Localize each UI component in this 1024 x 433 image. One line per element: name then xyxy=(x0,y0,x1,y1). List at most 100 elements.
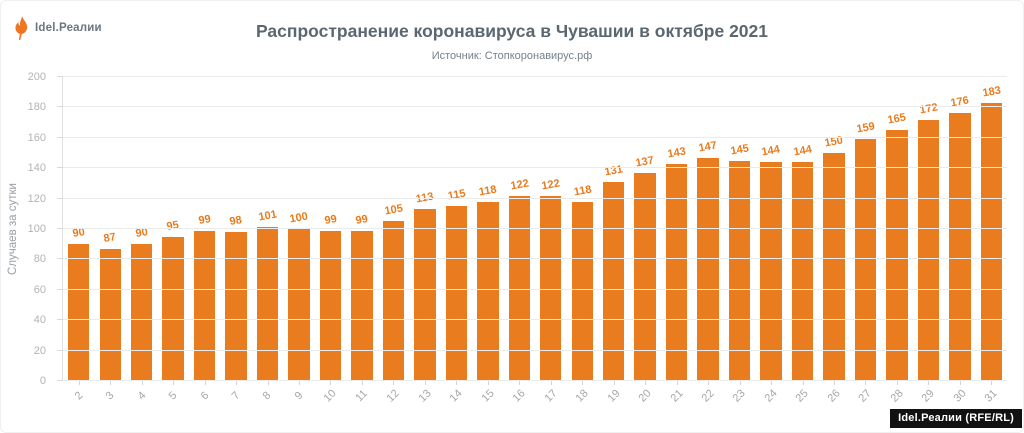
y-tick-label: 0 xyxy=(39,375,46,387)
bar-slot: 145 23 xyxy=(724,77,755,405)
x-tick-mark xyxy=(550,381,552,385)
bar-slot: 165 28 xyxy=(881,77,912,405)
x-tick-label: 9 xyxy=(292,389,306,403)
bars-container: 90 2 87 3 90 4 95 5 99 6 98 7 101 8 100 9 99 10 99 11 105 12 1… xyxy=(63,77,1007,405)
bar xyxy=(697,157,719,381)
credit-badge: Idel.Реалии (RFE/RL) xyxy=(890,409,1022,428)
bar-slot: 99 10 xyxy=(315,77,346,405)
chart-title: Распространение коронавируса в Чувашии в… xyxy=(255,21,769,41)
bar xyxy=(540,195,562,381)
bar-slot: 144 24 xyxy=(755,77,786,405)
bar xyxy=(162,236,184,381)
bar xyxy=(256,227,279,381)
y-tick-label: 40 xyxy=(33,314,46,327)
x-tick-label: 18 xyxy=(573,387,591,405)
x-tick-label: 15 xyxy=(479,387,497,405)
bar-slot: 99 11 xyxy=(346,77,377,404)
x-tick-label: 21 xyxy=(668,387,686,405)
x-tick-mark xyxy=(645,381,647,385)
x-tick-label: 10 xyxy=(321,387,340,405)
chart-source: Источник: Стопкоронавирус.рф xyxy=(431,50,593,62)
x-tick-label: 13 xyxy=(416,387,434,405)
bar-slot: 172 29 xyxy=(913,77,944,405)
logo-text: Idel.Реалии xyxy=(35,22,102,34)
bar-slot: 98 7 xyxy=(220,77,251,402)
bar xyxy=(351,230,373,381)
bar xyxy=(760,162,782,381)
x-tick-label: 27 xyxy=(856,387,875,405)
y-tick-mark xyxy=(57,319,63,321)
x-tick-mark xyxy=(519,381,521,385)
gridline xyxy=(63,167,1007,169)
x-tick-mark xyxy=(991,381,993,385)
gridline xyxy=(63,197,1007,199)
x-tick-label: 2 xyxy=(72,389,86,403)
bar-slot: 176 30 xyxy=(944,77,975,405)
x-tick-mark xyxy=(771,381,773,385)
x-tick-mark xyxy=(896,381,898,385)
bar xyxy=(382,221,405,381)
x-tick-mark xyxy=(739,381,741,385)
bar-slot: 150 26 xyxy=(818,77,849,405)
x-tick-mark xyxy=(78,381,80,385)
bar-slot: 183 31 xyxy=(976,77,1007,405)
bar-slot: 115 14 xyxy=(441,77,472,405)
y-tick-mark xyxy=(57,288,63,290)
gridline xyxy=(63,319,1007,321)
gridline xyxy=(63,136,1007,138)
y-tick-mark xyxy=(57,106,63,108)
bar-slot: 99 6 xyxy=(189,77,220,402)
x-tick-mark xyxy=(613,381,615,385)
x-tick-label: 20 xyxy=(636,387,654,405)
x-tick-mark xyxy=(676,381,678,385)
bar xyxy=(225,232,247,381)
plot-area: 90 2 87 3 90 4 95 5 99 6 98 7 101 8 100 9 99 10 99 11 105 12 1… xyxy=(57,76,1007,405)
bar xyxy=(854,139,877,381)
x-tick-mark xyxy=(361,381,363,385)
bar xyxy=(791,162,814,381)
x-tick-label: 25 xyxy=(793,387,812,405)
bar-slot: 144 25 xyxy=(787,77,818,405)
y-tick-label: 140 xyxy=(27,162,46,175)
y-tick-label: 180 xyxy=(27,101,46,114)
bar xyxy=(68,244,90,381)
x-tick-label: 11 xyxy=(353,387,371,405)
x-tick-mark xyxy=(833,381,835,385)
x-tick-mark xyxy=(236,381,238,385)
bar xyxy=(130,244,153,381)
x-tick-label: 24 xyxy=(762,387,780,405)
bar-slot: 122 17 xyxy=(535,77,566,405)
bar xyxy=(949,113,971,381)
bar-slot: 87 3 xyxy=(94,77,125,402)
y-tick-label: 80 xyxy=(33,253,46,266)
bar-slot: 113 13 xyxy=(409,77,440,405)
bar-slot: 147 22 xyxy=(692,77,723,405)
x-tick-label: 8 xyxy=(261,389,274,403)
x-tick-label: 30 xyxy=(951,387,969,405)
x-tick-label: 7 xyxy=(229,389,243,403)
y-tick-mark xyxy=(57,167,63,169)
y-tick-label: 100 xyxy=(27,223,46,235)
x-tick-mark xyxy=(708,381,710,385)
y-tick-mark xyxy=(57,349,63,351)
x-tick-label: 22 xyxy=(699,387,717,405)
bar xyxy=(445,206,468,381)
x-tick-label: 26 xyxy=(825,387,843,405)
x-tick-label: 31 xyxy=(982,387,1000,405)
gridline xyxy=(63,288,1007,290)
x-tick-mark xyxy=(141,381,143,385)
bar xyxy=(288,229,310,381)
x-tick-label: 14 xyxy=(447,387,465,405)
gridline xyxy=(63,228,1007,229)
bar xyxy=(917,119,940,381)
y-tick-mark xyxy=(57,76,63,77)
bar-slot: 159 27 xyxy=(850,77,881,405)
x-tick-mark xyxy=(173,381,175,385)
x-tick-mark xyxy=(865,381,867,385)
x-tick-label: 17 xyxy=(542,387,560,405)
x-tick-label: 3 xyxy=(103,389,117,403)
x-tick-mark xyxy=(456,381,458,385)
x-tick-mark xyxy=(393,381,395,385)
x-tick-mark xyxy=(204,381,206,385)
bar-slot: 137 20 xyxy=(629,77,660,405)
